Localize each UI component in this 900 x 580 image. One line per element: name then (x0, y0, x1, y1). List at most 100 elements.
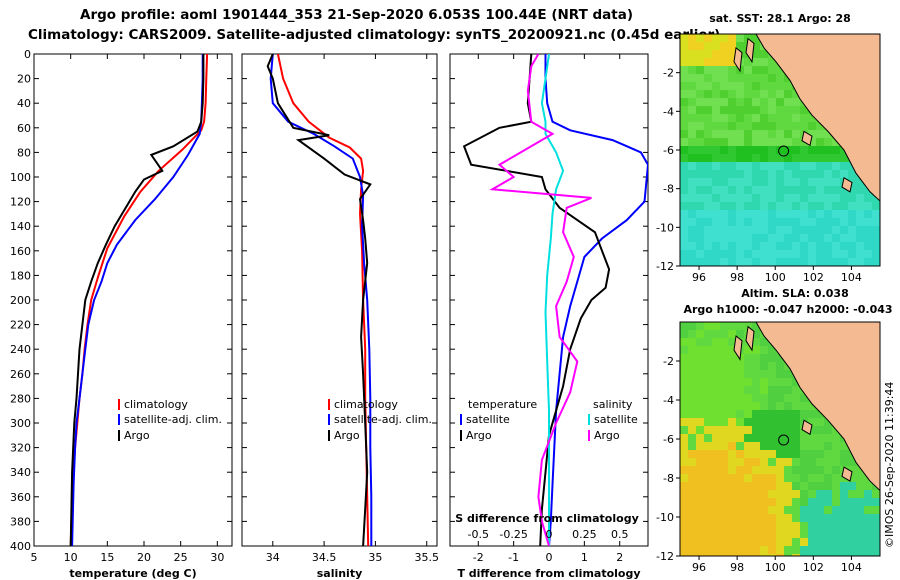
map-cell (784, 250, 793, 259)
map-cell (728, 490, 737, 499)
map-cell (704, 346, 713, 355)
map-cell (720, 370, 729, 379)
map-cell (728, 546, 737, 555)
map-ytick-label: -4 (663, 394, 674, 407)
map-cell (728, 402, 737, 411)
map-cell (744, 226, 753, 235)
map-cell (704, 58, 713, 67)
map-cell (728, 418, 737, 427)
map-cell (728, 146, 737, 155)
map-cell (680, 458, 689, 467)
map-cell (808, 234, 817, 243)
map-cell (696, 482, 705, 491)
map-cell (712, 322, 721, 331)
map-cell (688, 482, 697, 491)
map-cell (688, 170, 697, 179)
map-cell (832, 442, 841, 451)
map-cell (840, 162, 849, 171)
map-cell (840, 546, 849, 555)
map-cell (832, 554, 841, 556)
map-cell (704, 82, 713, 91)
map-cell (736, 386, 745, 395)
map-cell (712, 490, 721, 499)
map-cell (856, 546, 865, 555)
map-cell (680, 138, 689, 147)
map-cell (824, 210, 833, 219)
map-cell (776, 218, 785, 227)
map-cell (704, 402, 713, 411)
map-cell (680, 154, 689, 163)
map-cell (720, 58, 729, 67)
map-cell (824, 186, 833, 195)
map-cell (680, 530, 689, 539)
map-cell (816, 434, 825, 443)
map-cell (776, 458, 785, 467)
map-cell (680, 98, 689, 107)
map-cell (784, 178, 793, 187)
map-cell (712, 450, 721, 459)
map-cell (712, 242, 721, 251)
map-cell (856, 514, 865, 523)
map-cell (736, 114, 745, 123)
map-cell (776, 154, 785, 163)
map-cell (776, 250, 785, 259)
map-cell (864, 554, 873, 556)
map-cell (824, 506, 833, 515)
map-cell (816, 122, 825, 131)
map-cell (680, 50, 689, 59)
map-cell (704, 98, 713, 107)
map-cell (752, 426, 761, 435)
map-cell (768, 410, 777, 419)
map-cell (736, 82, 745, 91)
map-cell (704, 418, 713, 427)
map-cell (712, 90, 721, 99)
map-cell (728, 514, 737, 523)
map-cell (704, 242, 713, 251)
map-cell (784, 506, 793, 515)
map-cell (760, 82, 769, 91)
map-cell (688, 186, 697, 195)
map-cell (704, 146, 713, 155)
legend-sal-argo-swatch (588, 430, 590, 441)
salinity-profile-panel: 34 34.5 35 35.5 salinity climatology satellite… (241, 53, 439, 580)
map-cell (808, 218, 817, 227)
map-xtick-label: 96 (692, 561, 706, 574)
map-cell (776, 442, 785, 451)
map-cell (744, 410, 753, 419)
map-cell (720, 322, 729, 331)
map-cell (768, 394, 777, 403)
map-cell (680, 74, 689, 83)
map-cell (744, 242, 753, 251)
map-cell (688, 194, 697, 203)
map-cell (744, 146, 753, 155)
map-cell (744, 138, 753, 147)
map-ytick-label: -6 (663, 144, 674, 157)
map-cell (680, 258, 689, 266)
map-cell (776, 234, 785, 243)
map-cell (736, 154, 745, 163)
map-cell (792, 250, 801, 259)
map-cell (712, 154, 721, 163)
series-line-salinity-satellite (540, 54, 565, 546)
map-cell (800, 506, 809, 515)
map-cell (680, 538, 689, 547)
map-cell (832, 162, 841, 171)
series-line-argo (266, 54, 372, 546)
map-cell (872, 250, 880, 259)
map-cell (800, 530, 809, 539)
map-cell (840, 186, 849, 195)
map-cell (784, 370, 793, 379)
map-cell (728, 106, 737, 115)
map-cell (696, 218, 705, 227)
map-cell (736, 370, 745, 379)
map-cell (720, 386, 729, 395)
map-xtick-label: 100 (765, 561, 786, 574)
map-cell (776, 514, 785, 523)
map-cell (824, 258, 833, 266)
map-cell (840, 242, 849, 251)
map-cell (728, 450, 737, 459)
map-cell (784, 386, 793, 395)
map-cell (728, 482, 737, 491)
map-cell (712, 58, 721, 67)
map-cell (736, 554, 745, 556)
